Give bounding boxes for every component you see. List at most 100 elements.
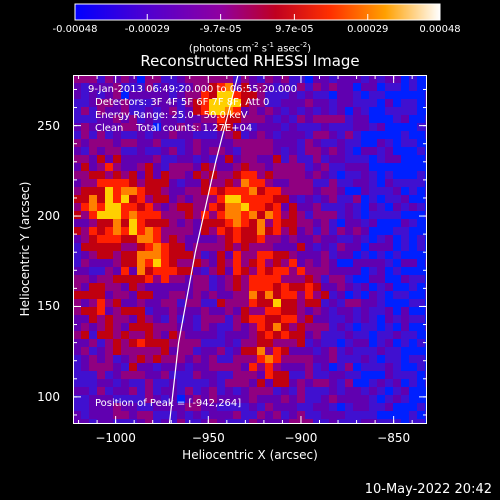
heatmap-cell	[249, 91, 258, 100]
heatmap-cell	[137, 291, 146, 300]
heatmap-cell	[321, 283, 330, 292]
heatmap-cell	[257, 163, 266, 172]
heatmap-cell	[265, 419, 274, 424]
heatmap-cell	[169, 243, 178, 252]
heatmap-cell	[97, 123, 106, 132]
heatmap-cell	[97, 211, 106, 220]
heatmap-cell	[361, 147, 370, 156]
heatmap-cell	[89, 235, 98, 244]
heatmap-cell	[193, 75, 202, 84]
heatmap-cell	[353, 363, 362, 372]
heatmap-cell	[169, 339, 178, 348]
heatmap-cell	[185, 187, 194, 196]
heatmap-cell	[249, 315, 258, 324]
heatmap-cell	[185, 243, 194, 252]
heatmap-cell	[369, 331, 378, 340]
colorbar	[74, 3, 441, 21]
heatmap-cell	[161, 379, 170, 388]
heatmap-cell	[209, 155, 218, 164]
heatmap-cell	[97, 339, 106, 348]
heatmap-cell	[297, 331, 306, 340]
heatmap-cell	[137, 411, 146, 420]
heatmap-cell	[121, 211, 130, 220]
heatmap-cell	[417, 155, 426, 164]
heatmap-cell	[345, 83, 354, 92]
heatmap-cell	[289, 307, 298, 316]
heatmap-cell	[97, 83, 106, 92]
heatmap-cell	[393, 91, 402, 100]
heatmap-cell	[73, 387, 82, 396]
heatmap-cell	[169, 83, 178, 92]
heatmap-cell	[73, 187, 82, 196]
heatmap-cell	[177, 339, 186, 348]
heatmap-cell	[73, 123, 82, 132]
heatmap-cell	[97, 107, 106, 116]
heatmap-cell	[273, 131, 282, 140]
heatmap-cell	[161, 251, 170, 260]
heatmap-cell	[297, 83, 306, 92]
heatmap-cell	[265, 123, 274, 132]
heatmap-cell	[89, 275, 98, 284]
heatmap-cell	[377, 139, 386, 148]
heatmap-cell	[289, 83, 298, 92]
heatmap-cell	[385, 219, 394, 228]
heatmap-cell	[233, 195, 242, 204]
heatmap-cell	[145, 83, 154, 92]
heatmap-cell	[209, 259, 218, 268]
heatmap-cell	[281, 283, 290, 292]
heatmap-cell	[105, 83, 114, 92]
heatmap-cell	[225, 195, 234, 204]
heatmap-cell	[161, 339, 170, 348]
heatmap-cell	[209, 411, 218, 420]
heatmap-cell	[385, 163, 394, 172]
heatmap-cell	[305, 115, 314, 124]
heatmap-cell	[161, 131, 170, 140]
heatmap-cell	[81, 99, 90, 108]
heatmap-cell	[305, 171, 314, 180]
heatmap-cell	[369, 379, 378, 388]
heatmap-cell	[273, 371, 282, 380]
heatmap-cell	[393, 419, 402, 424]
heatmap-cell	[417, 171, 426, 180]
heatmap-cell	[145, 315, 154, 324]
heatmap-cell	[337, 219, 346, 228]
heatmap-cell	[113, 91, 122, 100]
heatmap-cell	[145, 283, 154, 292]
heatmap-cell	[353, 91, 362, 100]
heatmap-cell	[105, 283, 114, 292]
heatmap-cell	[217, 403, 226, 412]
heatmap-cell	[129, 275, 138, 284]
heatmap-cell	[393, 211, 402, 220]
heatmap-cell	[225, 235, 234, 244]
heatmap-cell	[329, 211, 338, 220]
heatmap-cell	[393, 299, 402, 308]
heatmap-cell	[337, 259, 346, 268]
heatmap-cell	[417, 139, 426, 148]
heatmap-cell	[241, 155, 250, 164]
heatmap-cell	[81, 163, 90, 172]
heatmap-cell	[369, 83, 378, 92]
heatmap-cell	[209, 115, 218, 124]
heatmap-cell	[161, 403, 170, 412]
heatmap-cell	[377, 83, 386, 92]
heatmap-cell	[273, 195, 282, 204]
heatmap-cell	[105, 323, 114, 332]
heatmap-cell	[97, 395, 106, 404]
heatmap-cell	[281, 371, 290, 380]
heatmap-cell	[289, 219, 298, 228]
heatmap-cell	[369, 291, 378, 300]
heatmap-cell	[417, 395, 426, 404]
heatmap-cell	[145, 307, 154, 316]
heatmap-cell	[161, 123, 170, 132]
heatmap-cell	[265, 347, 274, 356]
heatmap-cell	[337, 363, 346, 372]
heatmap-cell	[201, 411, 210, 420]
heatmap-cell	[89, 123, 98, 132]
heatmap-cell	[337, 75, 346, 84]
heatmap-cell	[273, 163, 282, 172]
heatmap-cell	[329, 411, 338, 420]
heatmap-cell	[177, 99, 186, 108]
heatmap-cell	[121, 123, 130, 132]
heatmap-cell	[337, 403, 346, 412]
heatmap-cell	[121, 307, 130, 316]
